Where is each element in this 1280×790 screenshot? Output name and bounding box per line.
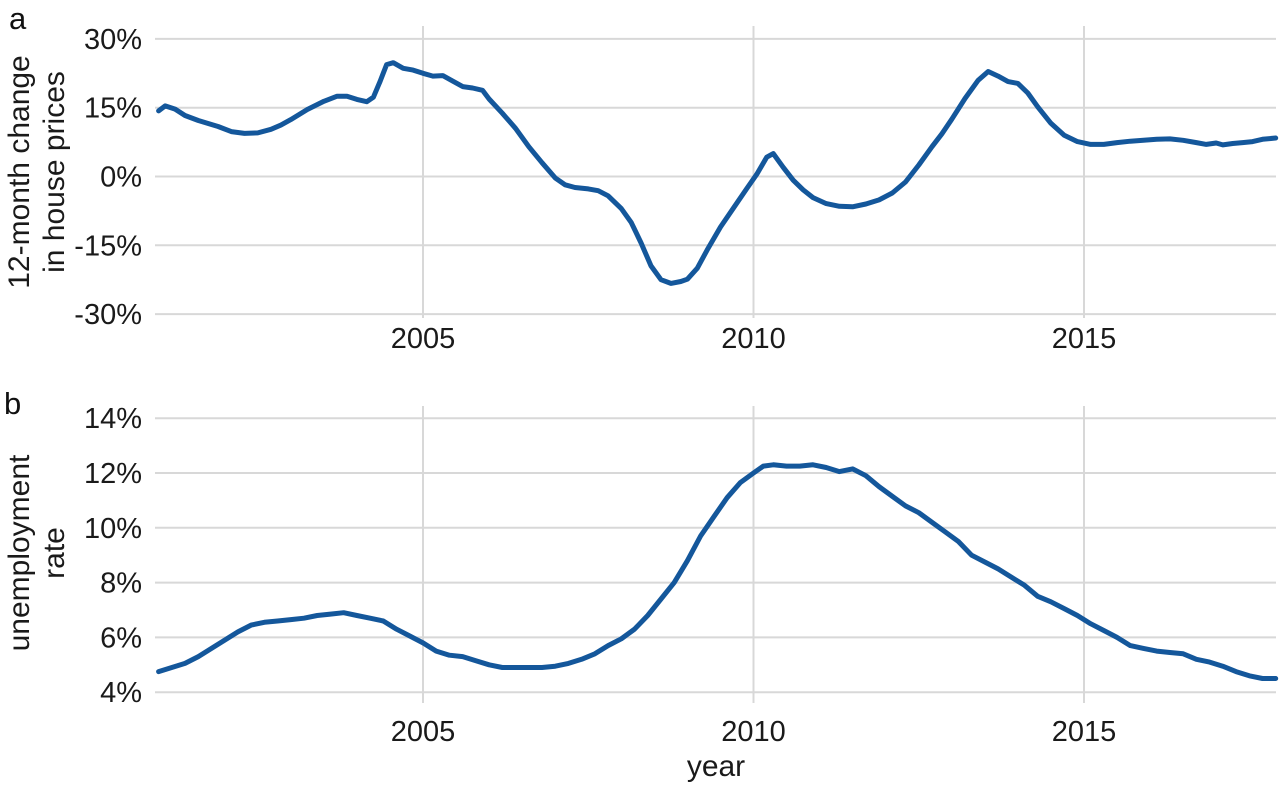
y-tick-label: -15% <box>74 230 142 262</box>
x-tick-label: 2015 <box>1052 323 1117 355</box>
y-tick-label: -30% <box>74 299 142 331</box>
x-tick-label: 2010 <box>721 323 786 355</box>
x-tick-label: 2005 <box>391 323 456 355</box>
x-axis-title: year <box>686 750 746 783</box>
panel-tag-a: a <box>9 1 27 36</box>
series-line-unemployment_rate_pct <box>156 462 1279 681</box>
series-line-house_price_12mo_change_pct <box>156 60 1279 286</box>
y-tick-label: 0% <box>100 162 142 194</box>
y-tick-label: 4% <box>100 677 142 709</box>
y-axis-title-line: unemployment <box>3 454 36 652</box>
y-tick-label: 6% <box>100 622 142 654</box>
y-axis-title-line: 12-month change <box>3 55 36 289</box>
panel-tag-b: b <box>4 386 22 421</box>
y-axis-title-unemployment: unemployment rate <box>2 343 72 763</box>
y-tick-label: 12% <box>84 458 142 490</box>
x-tick-label: 2015 <box>1052 716 1117 748</box>
y-axis-title-line: in house prices <box>38 71 71 273</box>
y-tick-label: 10% <box>84 513 142 545</box>
y-tick-label: 14% <box>84 403 142 435</box>
y-axis-title-line: rate <box>38 527 71 579</box>
y-tick-label: 15% <box>84 93 142 125</box>
y-axis-title-house-prices: 12-month change in house prices <box>2 0 72 382</box>
y-tick-label: 30% <box>84 24 142 56</box>
x-tick-label: 2010 <box>721 716 786 748</box>
x-tick-label: 2005 <box>391 716 456 748</box>
y-tick-label: 8% <box>100 568 142 600</box>
